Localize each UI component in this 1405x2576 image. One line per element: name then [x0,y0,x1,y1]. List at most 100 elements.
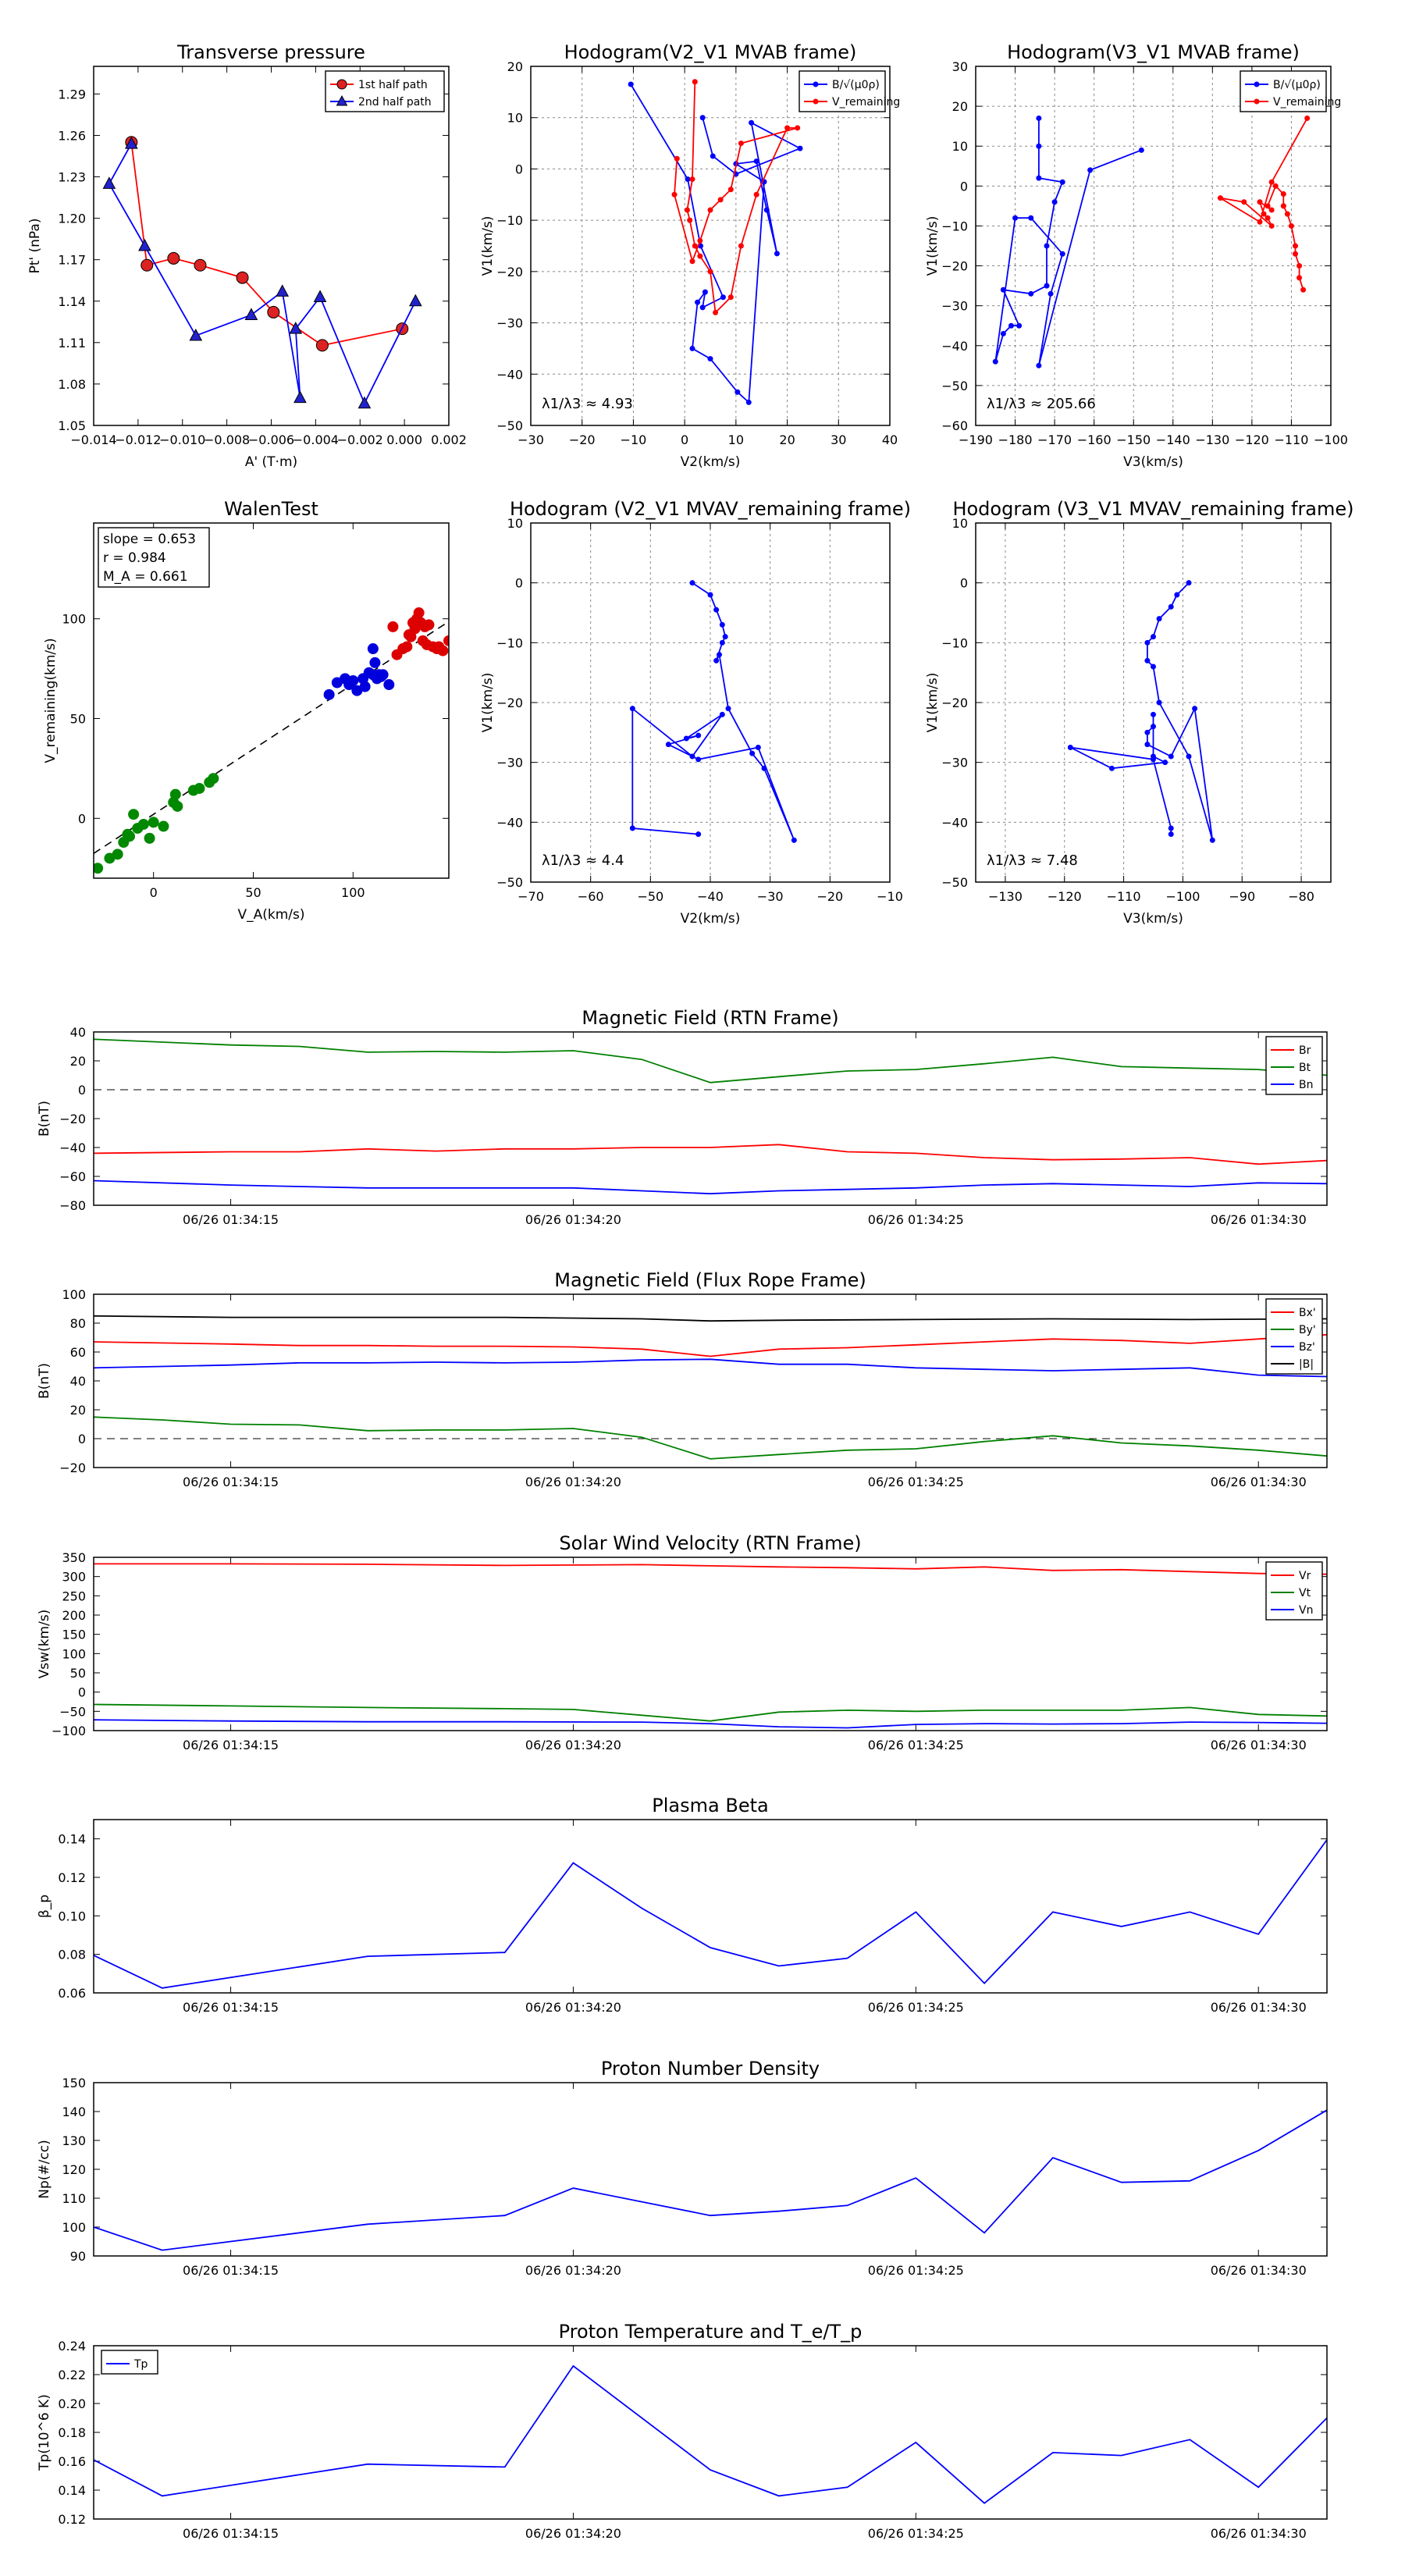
data-point [738,141,744,147]
plot-frame [93,1293,1328,1468]
x-tick-label: 06/26 01:34:20 [525,2000,621,2015]
data-point [409,294,422,307]
y-tick-label: 60 [70,1345,86,1360]
y-axis-label: V1(km/s) [925,673,941,733]
data-point [369,656,381,668]
data-point [1108,765,1115,771]
data-point [1186,580,1192,586]
data-point [763,207,770,213]
panel-title: Transverse pressure [176,41,365,63]
data-point [1280,191,1286,197]
data-point [684,207,690,213]
data-point [1297,275,1303,281]
data-point [689,176,695,183]
x-tick-label: −110 [1107,889,1141,904]
data-point [313,290,327,302]
y-tick-label: 1.11 [58,336,86,350]
y-tick-label: 100 [62,2220,86,2235]
data-point [443,635,449,646]
x-tick-label: 30 [831,432,846,447]
y-tick-label: 20 [70,1054,86,1069]
data-point [707,207,713,213]
y-tick-label: 50 [70,1666,86,1681]
data-point [628,81,634,87]
data-point [244,308,258,320]
y-tick-label: 40 [70,1025,86,1040]
data-point [267,305,280,318]
y-tick-label: 1.17 [58,253,86,268]
y-tick-label: −20 [941,259,968,274]
x-tick-label: −10 [621,432,647,447]
y-tick-label: 1.14 [58,294,86,309]
legend: B/√(μ0ρ) V_remaining [1240,70,1341,112]
y-tick-label: 0.06 [58,1986,86,2001]
data-point [1168,753,1174,760]
eigen-ratio-annotation: λ1/λ3 ≈ 7.48 [987,852,1078,869]
data-point [695,756,702,763]
data-point [1257,219,1263,225]
legend-label: Bx' [1299,1307,1316,1319]
data-point [1268,179,1275,185]
data-point [1268,222,1275,229]
y-tick-label: 0.10 [58,1909,86,1923]
series-line [94,1703,1327,1722]
legend-label: Vn [1299,1604,1313,1617]
y-tick-label: 1.05 [58,418,86,433]
data-point [357,396,372,409]
data-point [1067,745,1073,750]
y-tick-label: −20 [496,265,523,279]
y-tick-label: −10 [496,213,523,228]
panel-h1: Hodogram(V2_V1 MVAB frame) −30 −20 −10 0 10 20… [480,41,900,470]
data-point [707,269,713,275]
data-point [719,621,725,628]
x-tick-label: −0.006 [248,432,294,447]
data-point [1151,711,1156,717]
data-point [1087,167,1094,173]
plot-area [94,1839,1327,1989]
series-line [994,118,1142,366]
y-tick-label: −40 [59,1140,86,1155]
y-tick-label: 0.12 [58,2512,86,2527]
data-point [710,153,716,159]
y-tick-label: 1.29 [58,87,86,101]
y-tick-label: −10 [941,219,968,233]
x-tick-label: 06/26 01:34:25 [868,1212,964,1227]
x-tick-label: −30 [518,432,544,447]
series-line [631,582,795,841]
data-point [1144,657,1151,664]
y-tick-label: 0.18 [58,2425,86,2440]
x-tick-label: 10 [728,432,744,447]
y-tick-label: 300 [62,1570,86,1585]
data-point [722,634,728,640]
y-axis-label: V_remaining(km/s) [43,638,59,763]
y-tick-label: −80 [59,1198,86,1213]
y-tick-label: 10 [952,139,968,154]
data-point [387,621,399,632]
data-point [795,125,801,131]
series-line [94,1839,1327,1989]
y-tick-label: 1.26 [58,128,86,143]
x-tick-label: 06/26 01:34:25 [868,1475,964,1489]
y-tick-label: 0.16 [58,2454,86,2469]
x-tick-label: −120 [1048,889,1082,904]
data-point [367,643,379,655]
data-point [1036,143,1042,149]
x-tick-label: 0.002 [431,432,467,447]
data-point [761,765,767,771]
y-tick-label: 150 [62,2076,86,2090]
y-tick-label: 140 [62,2105,86,2119]
legend-label: V_remaining [1273,96,1341,109]
series-line [94,1333,1327,1357]
data-point [727,294,734,301]
plot-frame [975,522,1332,883]
data-point [1151,756,1156,763]
data-point [148,817,159,828]
data-point [629,706,635,712]
y-axis-label: V1(km/s) [480,216,496,276]
data-point [158,820,169,832]
data-point [683,735,689,742]
panel-h2: Hodogram(V3_V1 MVAB frame) −190 −180 −170 −1… [925,41,1348,470]
data-point [1048,290,1054,297]
y-tick-label: −20 [941,696,968,710]
data-point [674,155,680,162]
